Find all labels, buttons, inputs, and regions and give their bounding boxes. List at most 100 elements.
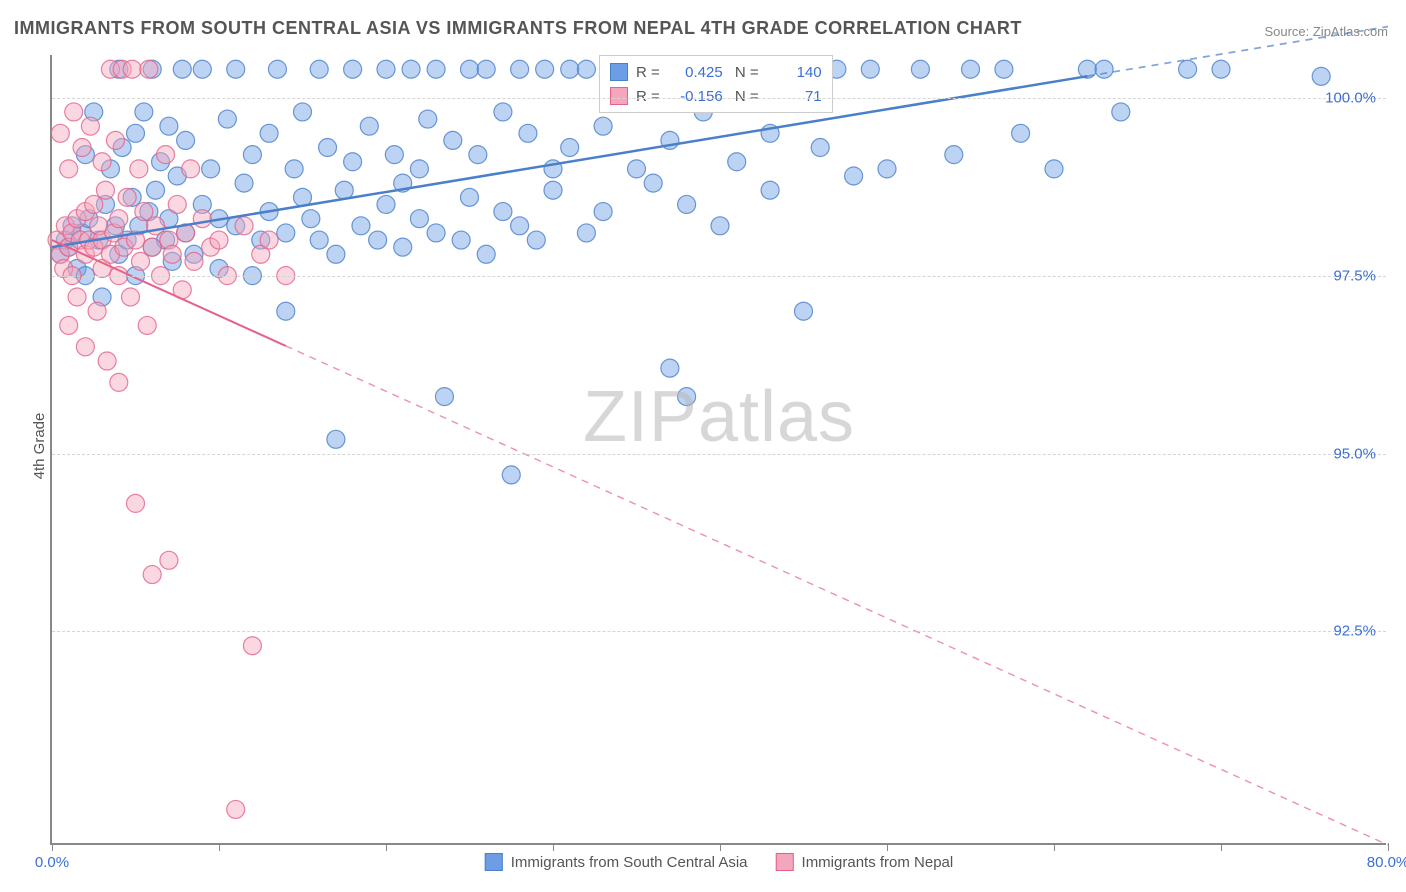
- data-point: [945, 146, 963, 164]
- x-tick: [219, 843, 220, 851]
- data-point: [394, 238, 412, 256]
- trend-line-dashed: [286, 346, 1388, 845]
- y-axis-label: 4th Grade: [31, 413, 48, 480]
- correlation-legend: R =0.425 N =140R =-0.156 N =71: [599, 55, 833, 113]
- data-point: [138, 316, 156, 334]
- data-point: [678, 388, 696, 406]
- x-tick: [887, 843, 888, 851]
- legend-swatch: [485, 853, 503, 871]
- data-point: [377, 195, 395, 213]
- data-point: [127, 494, 145, 512]
- data-point: [444, 131, 462, 149]
- data-point: [811, 139, 829, 157]
- legend-r-value: 0.425: [668, 64, 723, 81]
- data-point: [469, 146, 487, 164]
- data-point: [160, 551, 178, 569]
- data-point: [402, 60, 420, 78]
- data-point: [1179, 60, 1197, 78]
- data-point: [419, 110, 437, 128]
- data-point: [410, 210, 428, 228]
- data-point: [121, 288, 139, 306]
- data-point: [277, 302, 295, 320]
- legend-item: Immigrants from Nepal: [776, 853, 954, 871]
- data-point: [147, 181, 165, 199]
- data-point: [235, 217, 253, 235]
- data-point: [277, 224, 295, 242]
- data-point: [106, 131, 124, 149]
- data-point: [260, 124, 278, 142]
- gridline: [52, 631, 1386, 632]
- data-point: [360, 117, 378, 135]
- data-point: [494, 203, 512, 221]
- data-point: [202, 160, 220, 178]
- legend-n-value: 140: [767, 64, 822, 81]
- data-point: [260, 231, 278, 249]
- data-point: [65, 103, 83, 121]
- data-point: [678, 195, 696, 213]
- data-point: [995, 60, 1013, 78]
- data-point: [163, 245, 181, 263]
- data-point: [461, 60, 479, 78]
- data-point: [962, 60, 980, 78]
- data-point: [143, 566, 161, 584]
- data-point: [1112, 103, 1130, 121]
- data-point: [511, 217, 529, 235]
- source-attribution: Source: ZipAtlas.com: [1264, 24, 1388, 39]
- data-point: [536, 60, 554, 78]
- x-tick: [52, 843, 53, 851]
- data-point: [319, 139, 337, 157]
- y-tick-label: 95.0%: [1333, 445, 1376, 462]
- data-point: [93, 153, 111, 171]
- gridline: [52, 276, 1386, 277]
- legend-series-name: Immigrants from Nepal: [802, 854, 954, 871]
- data-point: [511, 60, 529, 78]
- data-point: [127, 124, 145, 142]
- data-point: [285, 160, 303, 178]
- data-point: [110, 210, 128, 228]
- x-tick: [1054, 843, 1055, 851]
- data-point: [711, 217, 729, 235]
- data-point: [302, 210, 320, 228]
- legend-r-label: R =: [636, 64, 660, 81]
- x-tick: [1221, 843, 1222, 851]
- legend-series-name: Immigrants from South Central Asia: [511, 854, 748, 871]
- data-point: [594, 203, 612, 221]
- data-point: [644, 174, 662, 192]
- data-point: [477, 60, 495, 78]
- y-tick-label: 92.5%: [1333, 623, 1376, 640]
- legend-row: R =0.425 N =140: [610, 60, 822, 84]
- data-point: [227, 60, 245, 78]
- gridline: [52, 454, 1386, 455]
- data-point: [661, 359, 679, 377]
- data-point: [268, 60, 286, 78]
- data-point: [193, 60, 211, 78]
- data-point: [143, 238, 161, 256]
- x-tick: [553, 843, 554, 851]
- data-point: [193, 210, 211, 228]
- data-point: [235, 174, 253, 192]
- data-point: [327, 245, 345, 263]
- data-point: [73, 139, 91, 157]
- data-point: [519, 124, 537, 142]
- data-point: [140, 60, 158, 78]
- data-point: [210, 231, 228, 249]
- y-tick-label: 97.5%: [1333, 267, 1376, 284]
- data-point: [98, 352, 116, 370]
- data-point: [160, 117, 178, 135]
- data-point: [594, 117, 612, 135]
- x-tick: [1388, 843, 1389, 851]
- data-point: [1212, 60, 1230, 78]
- data-point: [561, 60, 579, 78]
- data-point: [385, 146, 403, 164]
- legend-item: Immigrants from South Central Asia: [485, 853, 748, 871]
- y-tick-label: 100.0%: [1325, 89, 1376, 106]
- legend-n-label: N =: [731, 88, 759, 105]
- data-point: [344, 153, 362, 171]
- data-point: [427, 60, 445, 78]
- data-point: [135, 103, 153, 121]
- data-point: [60, 316, 78, 334]
- data-point: [502, 466, 520, 484]
- data-point: [1045, 160, 1063, 178]
- x-tick: [386, 843, 387, 851]
- data-point: [577, 224, 595, 242]
